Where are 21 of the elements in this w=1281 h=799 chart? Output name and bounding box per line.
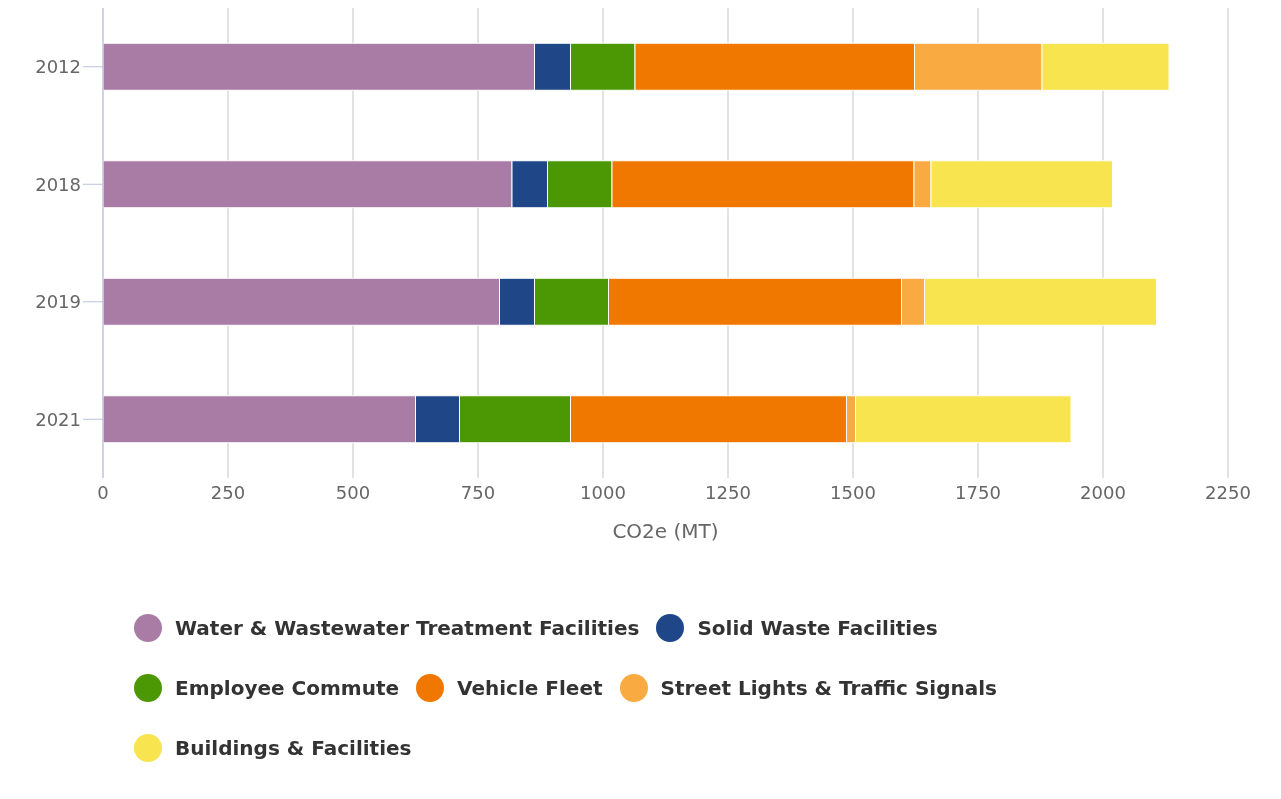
x-axis-title: CO2e (MT) xyxy=(612,519,719,543)
x-tick-label: 2000 xyxy=(1080,481,1126,503)
x-tick-label: 250 xyxy=(210,481,246,503)
y-tick-label: 2019 xyxy=(35,291,81,313)
x-tick-label: 1000 xyxy=(580,481,626,503)
y-tick-label: 2012 xyxy=(35,56,81,78)
y-tick-label: 2018 xyxy=(35,173,81,195)
x-tick-label: 2250 xyxy=(1205,481,1251,503)
x-tick-label: 1500 xyxy=(830,481,876,503)
legend-label: Employee Commute xyxy=(175,676,400,700)
legend-label: Buildings & Facilities xyxy=(175,736,412,760)
y-tick-label: 2021 xyxy=(35,408,81,430)
x-tick-label: 0 xyxy=(97,481,109,503)
legend-label: Street Lights & Traffic Signals xyxy=(660,676,997,700)
legend-label: Water & Wastewater Treatment Facilities xyxy=(175,616,640,640)
x-tick-label: 1750 xyxy=(955,481,1001,503)
legend-label: Solid Waste Facilities xyxy=(697,616,938,640)
x-tick-label: 500 xyxy=(335,481,371,503)
legend-label: Vehicle Fleet xyxy=(457,676,603,700)
x-tick-label: 750 xyxy=(460,481,496,503)
x-tick-label: 1250 xyxy=(705,481,751,503)
